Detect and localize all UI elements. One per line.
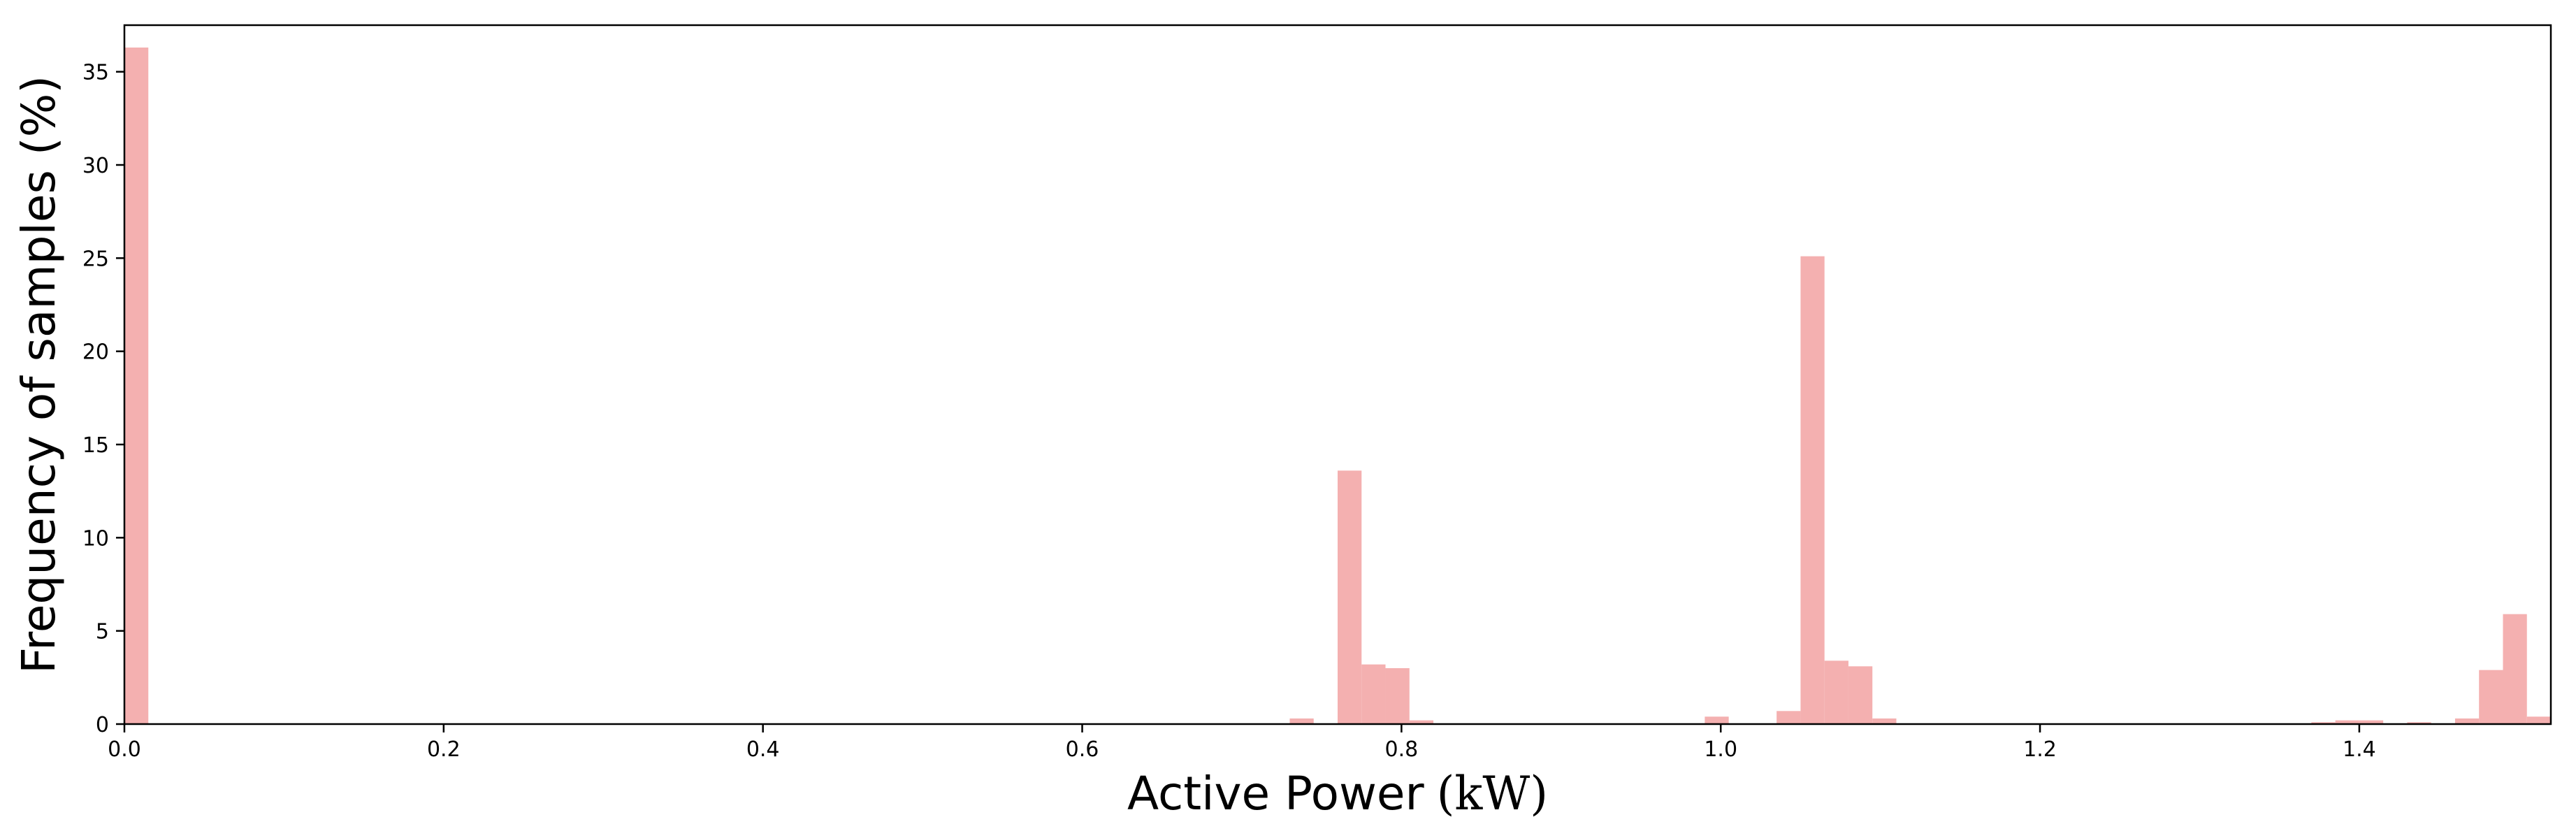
x-tick-label: 0.6	[1066, 737, 1099, 762]
y-tick-label: 10	[82, 526, 109, 551]
x-axis-title-text: Active Power	[1127, 767, 1425, 821]
histogram-bar	[2359, 720, 2384, 724]
histogram-bar	[1872, 718, 1897, 724]
x-tick-label: 0.0	[108, 737, 141, 762]
histogram-bar	[1705, 716, 1729, 724]
histogram-bar	[1777, 711, 1801, 724]
histogram-bar	[1848, 666, 1873, 724]
y-tick-label: 5	[96, 620, 109, 644]
histogram-bar	[1338, 470, 1362, 724]
y-tick-label: 25	[82, 247, 109, 271]
x-tick-label: 1.2	[2023, 737, 2057, 762]
x-tick-label: 0.8	[1385, 737, 1419, 762]
histogram-bar	[2479, 670, 2503, 724]
x-axis-unit: (kW)	[1437, 767, 1548, 821]
histogram-bar	[1289, 718, 1314, 724]
x-axis: 0.0 0.2 0.4 0.6 0.8 1.0 1.2 1.4	[108, 724, 2376, 762]
histogram-bars	[124, 48, 2551, 725]
histogram-bar	[2407, 722, 2431, 724]
x-tick-label: 0.2	[427, 737, 461, 762]
histogram-bar	[2526, 716, 2551, 724]
x-tick-label: 1.0	[1704, 737, 1737, 762]
x-tick-label: 0.4	[746, 737, 780, 762]
y-axis-title: Frequency of samples (%)	[12, 75, 66, 674]
y-tick-label: 15	[82, 433, 109, 458]
plot-frame	[123, 24, 2552, 725]
histogram-bar	[1361, 664, 1386, 724]
y-tick-label: 35	[82, 61, 109, 85]
histogram-bar	[1824, 660, 1848, 724]
histogram-bar	[2503, 614, 2527, 724]
histogram-bar	[2311, 722, 2336, 724]
histogram-bar	[2335, 720, 2359, 724]
histogram-bar	[124, 48, 149, 724]
histogram-bar	[2454, 718, 2480, 724]
y-axis: 0 5 10 15 20 25 30 35	[82, 61, 124, 737]
histogram-bar	[1385, 668, 1410, 724]
histogram-bar	[1409, 720, 1434, 724]
y-tick-label: 30	[82, 154, 109, 178]
y-tick-label: 0	[96, 713, 109, 737]
histogram-bar	[1800, 256, 1825, 725]
x-axis-title: Active Power (kW)	[1127, 767, 1548, 821]
y-tick-label: 20	[82, 340, 109, 365]
x-tick-label: 1.4	[2343, 737, 2376, 762]
